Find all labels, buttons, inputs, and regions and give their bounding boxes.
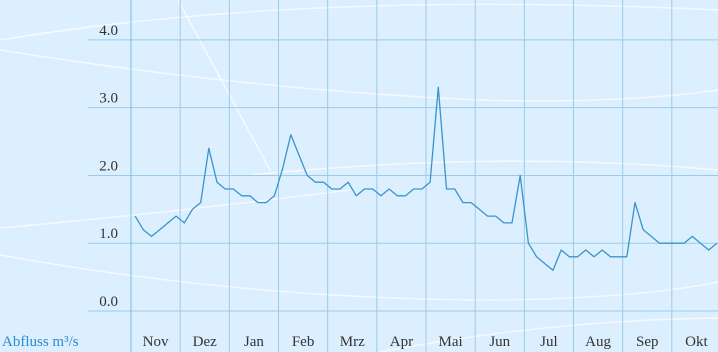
x-tick-label: Dez [193,334,217,350]
x-tick-label: Feb [292,334,315,350]
y-tick-label: 1.0 [99,226,118,242]
x-tick-label: Okt [685,334,708,350]
y-tick-label: 3.0 [99,91,118,107]
page: Abfluss m³/s 0.0 1.0 2.0 3.0 4.0 Nov Dez Jan Feb… [0,0,718,352]
y-tick-label: 2.0 [99,158,118,174]
y-axis-label: Abfluss m³/s [2,334,79,350]
x-tick-label: Jun [489,334,510,350]
x-tick-label: Jan [244,334,264,350]
x-tick-label: Mrz [340,334,365,350]
x-tick-label: Apr [390,334,413,350]
x-tick-label: Mai [438,334,462,350]
chart: Abfluss m³/s 0.0 1.0 2.0 3.0 4.0 Nov Dez Jan Feb… [0,0,718,352]
x-tick-label: Sep [636,334,659,350]
y-tick-label: 0.0 [99,294,118,310]
x-tick-label: Jul [540,334,558,350]
x-tick-label: Nov [143,334,169,350]
x-tick-label: Aug [585,334,611,350]
y-tick-label: 4.0 [99,23,118,39]
